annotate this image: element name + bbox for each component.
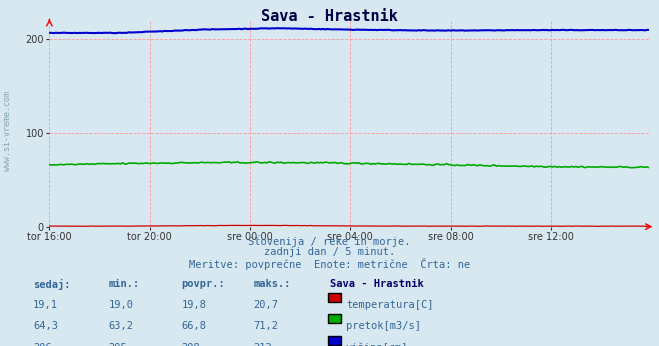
Text: temperatura[C]: temperatura[C]	[346, 300, 434, 310]
Text: 71,2: 71,2	[254, 321, 279, 331]
Text: min.:: min.:	[109, 279, 140, 289]
Text: 20,7: 20,7	[254, 300, 279, 310]
Text: Slovenija / reke in morje.: Slovenija / reke in morje.	[248, 237, 411, 247]
Text: zadnji dan / 5 minut.: zadnji dan / 5 minut.	[264, 247, 395, 257]
Text: 205: 205	[109, 343, 127, 346]
Text: 66,8: 66,8	[181, 321, 206, 331]
Text: 63,2: 63,2	[109, 321, 134, 331]
Text: 208: 208	[181, 343, 200, 346]
Text: povpr.:: povpr.:	[181, 279, 225, 289]
Text: 64,3: 64,3	[33, 321, 58, 331]
Text: sedaj:: sedaj:	[33, 279, 71, 290]
Text: 206: 206	[33, 343, 51, 346]
Text: Sava - Hrastnik: Sava - Hrastnik	[330, 279, 423, 289]
Text: pretok[m3/s]: pretok[m3/s]	[346, 321, 421, 331]
Text: Meritve: povprečne  Enote: metrične  Črta: ne: Meritve: povprečne Enote: metrične Črta:…	[189, 258, 470, 270]
Text: 19,0: 19,0	[109, 300, 134, 310]
Text: 212: 212	[254, 343, 272, 346]
Text: www.si-vreme.com: www.si-vreme.com	[3, 91, 13, 172]
Text: maks.:: maks.:	[254, 279, 291, 289]
Text: Sava - Hrastnik: Sava - Hrastnik	[261, 9, 398, 24]
Text: 19,8: 19,8	[181, 300, 206, 310]
Text: višina[cm]: višina[cm]	[346, 343, 409, 346]
Text: 19,1: 19,1	[33, 300, 58, 310]
